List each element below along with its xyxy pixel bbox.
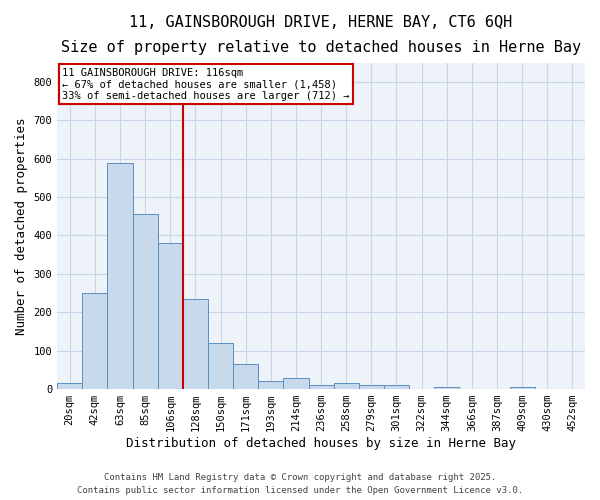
- Bar: [334, 384, 359, 389]
- Y-axis label: Number of detached properties: Number of detached properties: [15, 117, 28, 334]
- Bar: [359, 385, 384, 389]
- X-axis label: Distribution of detached houses by size in Herne Bay: Distribution of detached houses by size …: [126, 437, 516, 450]
- Bar: [183, 299, 208, 389]
- Bar: [133, 214, 158, 389]
- Bar: [233, 364, 258, 389]
- Bar: [57, 384, 82, 389]
- Bar: [509, 387, 535, 389]
- Text: 11 GAINSBOROUGH DRIVE: 116sqm
← 67% of detached houses are smaller (1,458)
33% o: 11 GAINSBOROUGH DRIVE: 116sqm ← 67% of d…: [62, 68, 350, 101]
- Bar: [158, 243, 183, 389]
- Bar: [208, 343, 233, 389]
- Title: 11, GAINSBOROUGH DRIVE, HERNE BAY, CT6 6QH
Size of property relative to detached: 11, GAINSBOROUGH DRIVE, HERNE BAY, CT6 6…: [61, 15, 581, 54]
- Bar: [82, 293, 107, 389]
- Bar: [258, 382, 283, 389]
- Bar: [107, 162, 133, 389]
- Bar: [308, 385, 334, 389]
- Bar: [434, 387, 460, 389]
- Bar: [283, 378, 308, 389]
- Bar: [384, 385, 409, 389]
- Text: Contains HM Land Registry data © Crown copyright and database right 2025.
Contai: Contains HM Land Registry data © Crown c…: [77, 474, 523, 495]
